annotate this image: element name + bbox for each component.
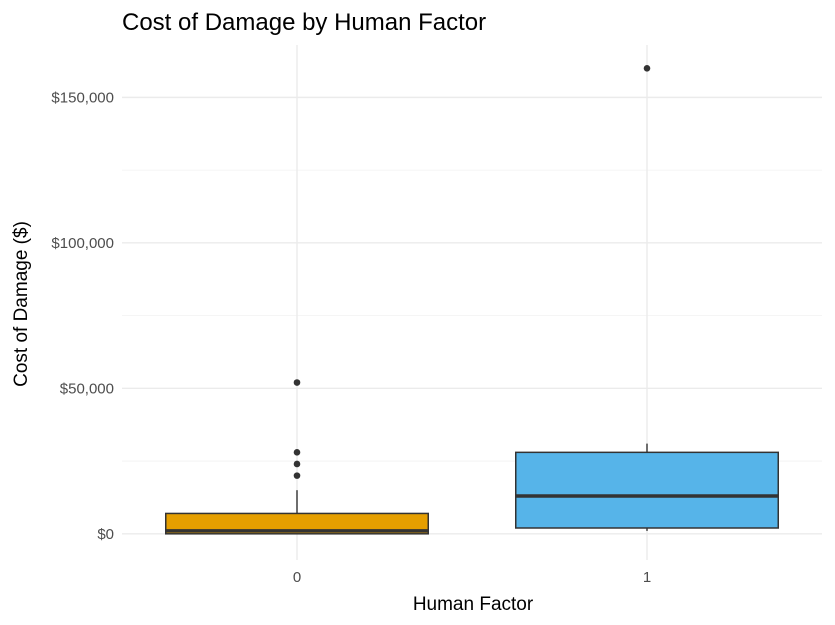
box-group-1 xyxy=(515,64,779,531)
box-series xyxy=(165,64,779,535)
y-tick-label: $100,000 xyxy=(51,235,114,252)
box-group-0 xyxy=(165,379,429,535)
box-iqr xyxy=(165,512,429,535)
box-iqr xyxy=(515,451,779,529)
outlier-point xyxy=(293,460,301,468)
x-axis-title: Human Factor xyxy=(413,594,534,615)
y-tick-label: $150,000 xyxy=(51,89,114,106)
chart-title: Cost of Damage by Human Factor xyxy=(122,9,486,36)
y-tick-label: $0 xyxy=(97,526,114,543)
outlier-point xyxy=(293,449,301,456)
y-tick-label: $50,000 xyxy=(60,380,114,397)
x-tick-label: 0 xyxy=(293,569,301,586)
outlier-point xyxy=(293,379,301,386)
outlier-point xyxy=(643,64,651,72)
outlier-point xyxy=(293,472,301,479)
y-axis-ticks: $0 $50,000 $100,000 $150,000 xyxy=(51,89,114,542)
x-tick-label: 1 xyxy=(643,569,651,586)
y-axis-title: Cost of Damage ($) xyxy=(11,221,32,387)
